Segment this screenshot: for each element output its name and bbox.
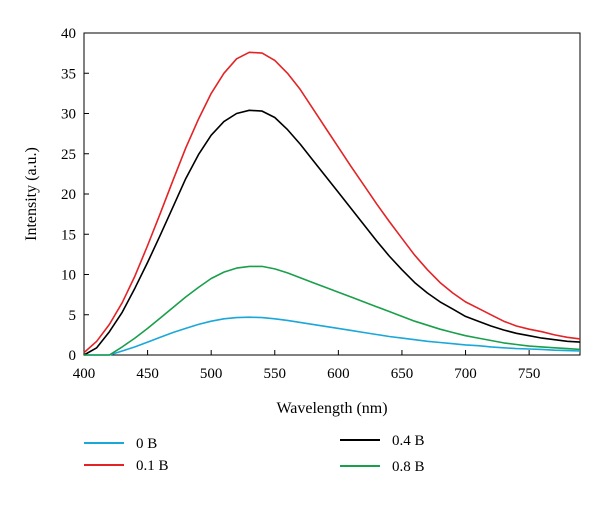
y-tick-label: 30 [61, 107, 76, 123]
legend-label: 0 B [136, 436, 157, 452]
series-layer [83, 51, 581, 356]
x-tick-label: 700 [454, 366, 477, 382]
series-line-0p4-b [83, 109, 581, 356]
y-tick-label: 40 [61, 26, 76, 42]
y-tick-label: 10 [61, 268, 76, 284]
series-line-0p1-b [83, 51, 581, 354]
x-axis-ticks: 400 450 500 550 600 650 700 750 [73, 350, 541, 382]
x-tick-label: 600 [327, 366, 350, 382]
x-tick-label: 550 [264, 366, 287, 382]
y-tick-label: 5 [69, 308, 77, 324]
series-line-0-b [84, 316, 581, 356]
legend-item: 0.4 B [340, 433, 425, 449]
y-tick-label: 0 [69, 348, 77, 364]
x-tick-label: 500 [200, 366, 223, 382]
legend: 0 B 0.4 B 0.1 B 0.8 B [84, 433, 425, 475]
series-line-0p8-b [84, 265, 581, 356]
y-tick-label: 20 [61, 187, 76, 203]
legend-label: 0.1 B [136, 458, 169, 474]
legend-item: 0 B [84, 436, 157, 452]
plot-area [83, 32, 581, 356]
legend-item: 0.8 B [340, 459, 425, 475]
x-axis-title: Wavelength (nm) [276, 400, 387, 417]
y-tick-label: 25 [61, 147, 76, 163]
legend-label: 0.4 B [392, 433, 425, 449]
x-tick-label: 450 [136, 366, 159, 382]
legend-item: 0.1 B [84, 458, 169, 474]
x-tick-label: 650 [391, 366, 414, 382]
y-axis-title: Intensity (a.u.) [23, 147, 40, 241]
y-axis-ticks: 0 5 10 15 20 25 30 35 40 [61, 26, 89, 364]
legend-label: 0.8 B [392, 459, 425, 475]
x-tick-label: 400 [73, 366, 96, 382]
y-tick-label: 35 [61, 66, 76, 82]
x-tick-label: 750 [518, 366, 541, 382]
y-tick-label: 15 [61, 227, 76, 243]
